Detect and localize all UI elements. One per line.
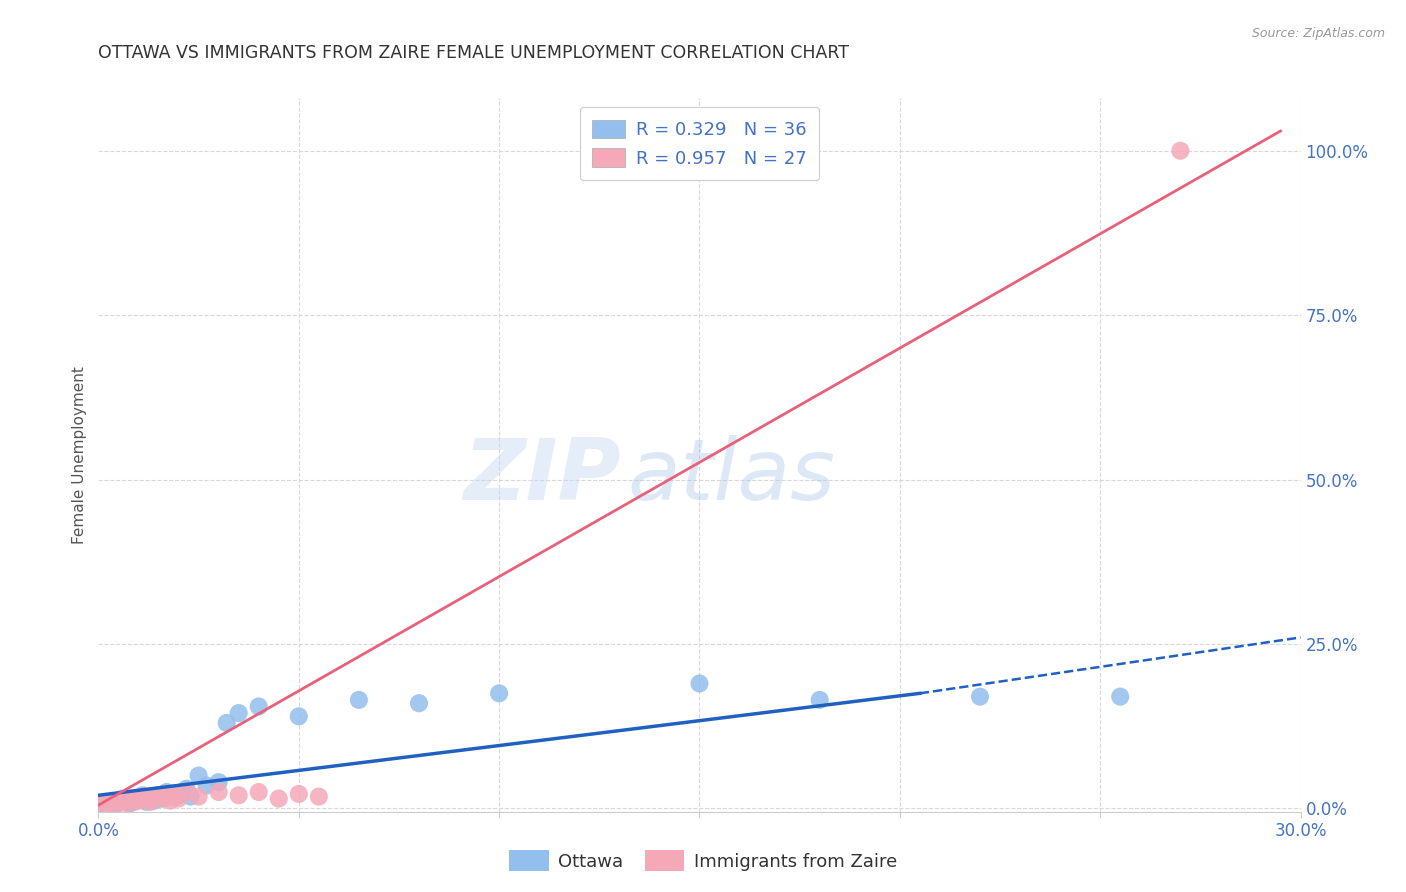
Point — [267, 791, 290, 805]
Point — [155, 785, 177, 799]
Point — [163, 787, 186, 801]
Point — [1109, 690, 1132, 704]
Point — [148, 789, 170, 803]
Point — [155, 789, 177, 804]
Point — [159, 789, 181, 804]
Point — [128, 791, 150, 805]
Point — [128, 793, 150, 807]
Point — [135, 791, 157, 805]
Point — [195, 779, 218, 793]
Point — [969, 690, 991, 704]
Point — [107, 796, 129, 810]
Point — [115, 795, 138, 809]
Point — [167, 789, 190, 803]
Point — [87, 798, 110, 813]
Point — [143, 793, 166, 807]
Point — [124, 795, 146, 809]
Point — [187, 768, 209, 782]
Point — [159, 793, 181, 807]
Point — [107, 795, 129, 809]
Point — [180, 789, 202, 804]
Point — [208, 785, 231, 799]
Point — [208, 775, 231, 789]
Point — [111, 793, 134, 807]
Point — [120, 791, 142, 805]
Point — [215, 715, 238, 730]
Text: Source: ZipAtlas.com: Source: ZipAtlas.com — [1251, 27, 1385, 40]
Point — [167, 791, 190, 805]
Text: atlas: atlas — [627, 434, 835, 518]
Point — [187, 789, 209, 804]
Point — [103, 798, 125, 813]
Point — [152, 791, 174, 805]
Point — [228, 789, 250, 803]
Point — [96, 795, 118, 809]
Point — [87, 798, 110, 813]
Point — [139, 795, 162, 809]
Point — [308, 789, 330, 804]
Point — [1170, 144, 1192, 158]
Point — [488, 686, 510, 700]
Point — [139, 789, 162, 804]
Point — [124, 793, 146, 807]
Point — [103, 798, 125, 813]
Text: ZIP: ZIP — [464, 434, 621, 518]
Point — [347, 693, 370, 707]
Text: OTTAWA VS IMMIGRANTS FROM ZAIRE FEMALE UNEMPLOYMENT CORRELATION CHART: OTTAWA VS IMMIGRANTS FROM ZAIRE FEMALE U… — [98, 45, 849, 62]
Point — [176, 781, 198, 796]
Y-axis label: Female Unemployment: Female Unemployment — [72, 366, 87, 544]
Point — [408, 696, 430, 710]
Point — [228, 706, 250, 720]
Legend: R = 0.329   N = 36, R = 0.957   N = 27: R = 0.329 N = 36, R = 0.957 N = 27 — [579, 107, 820, 180]
Point — [111, 791, 134, 805]
Point — [131, 789, 153, 804]
Point — [115, 796, 138, 810]
Point — [247, 785, 270, 799]
Point — [163, 789, 186, 803]
Point — [176, 785, 198, 799]
Point — [288, 787, 311, 801]
Point — [288, 709, 311, 723]
Point — [120, 796, 142, 810]
Point — [135, 795, 157, 809]
Point — [172, 785, 194, 799]
Point — [148, 789, 170, 803]
Point — [131, 789, 153, 803]
Point — [808, 693, 831, 707]
Point — [152, 791, 174, 805]
Legend: Ottawa, Immigrants from Zaire: Ottawa, Immigrants from Zaire — [502, 843, 904, 879]
Point — [689, 676, 711, 690]
Point — [96, 796, 118, 810]
Point — [247, 699, 270, 714]
